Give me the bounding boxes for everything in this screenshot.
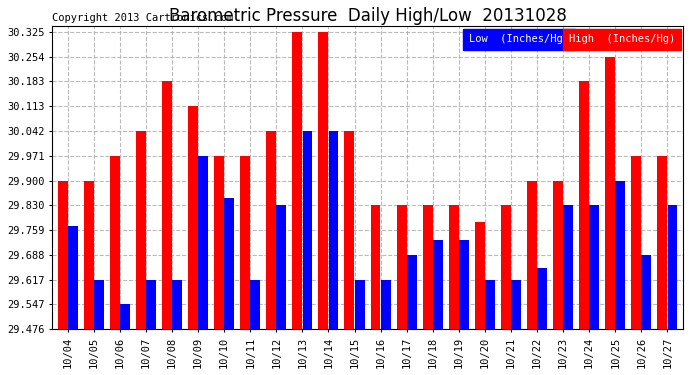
Bar <box>318 32 328 329</box>
Bar <box>423 205 433 329</box>
Bar <box>667 205 678 329</box>
Bar <box>198 156 208 329</box>
Bar <box>485 280 495 329</box>
Bar <box>94 280 104 329</box>
Bar <box>302 131 313 329</box>
Bar <box>579 81 589 329</box>
Bar <box>83 181 94 329</box>
Title: Barometric Pressure  Daily High/Low  20131028: Barometric Pressure Daily High/Low 20131… <box>168 7 566 25</box>
Bar <box>240 156 250 329</box>
Bar <box>214 156 224 329</box>
Bar <box>538 268 547 329</box>
Bar <box>397 205 406 329</box>
Bar <box>371 205 380 329</box>
Bar <box>615 181 625 329</box>
Bar <box>658 156 667 329</box>
Bar <box>328 131 339 329</box>
Bar <box>459 240 469 329</box>
Bar <box>120 304 130 329</box>
Bar <box>501 205 511 329</box>
Bar <box>527 181 537 329</box>
Bar <box>642 255 651 329</box>
Bar <box>448 205 459 329</box>
Bar <box>355 280 364 329</box>
Bar <box>605 57 615 329</box>
Text: Copyright 2013 Cartronics.com: Copyright 2013 Cartronics.com <box>52 13 233 24</box>
Bar <box>58 181 68 329</box>
Bar <box>407 255 417 329</box>
Bar <box>162 81 172 329</box>
Bar <box>553 181 563 329</box>
Bar <box>589 205 599 329</box>
Bar <box>511 280 521 329</box>
Bar <box>475 222 485 329</box>
Bar <box>344 131 355 329</box>
Bar <box>110 156 120 329</box>
Bar <box>266 131 276 329</box>
Bar <box>136 131 146 329</box>
Bar <box>277 205 286 329</box>
Bar <box>433 240 443 329</box>
Bar <box>631 156 641 329</box>
Bar <box>188 106 198 329</box>
Legend: Low  (Inches/Hg), High  (Inches/Hg): Low (Inches/Hg), High (Inches/Hg) <box>466 32 678 47</box>
Bar <box>293 32 302 329</box>
Bar <box>146 280 156 329</box>
Bar <box>224 198 234 329</box>
Bar <box>68 226 78 329</box>
Bar <box>381 280 391 329</box>
Bar <box>250 280 260 329</box>
Bar <box>563 205 573 329</box>
Bar <box>172 280 182 329</box>
